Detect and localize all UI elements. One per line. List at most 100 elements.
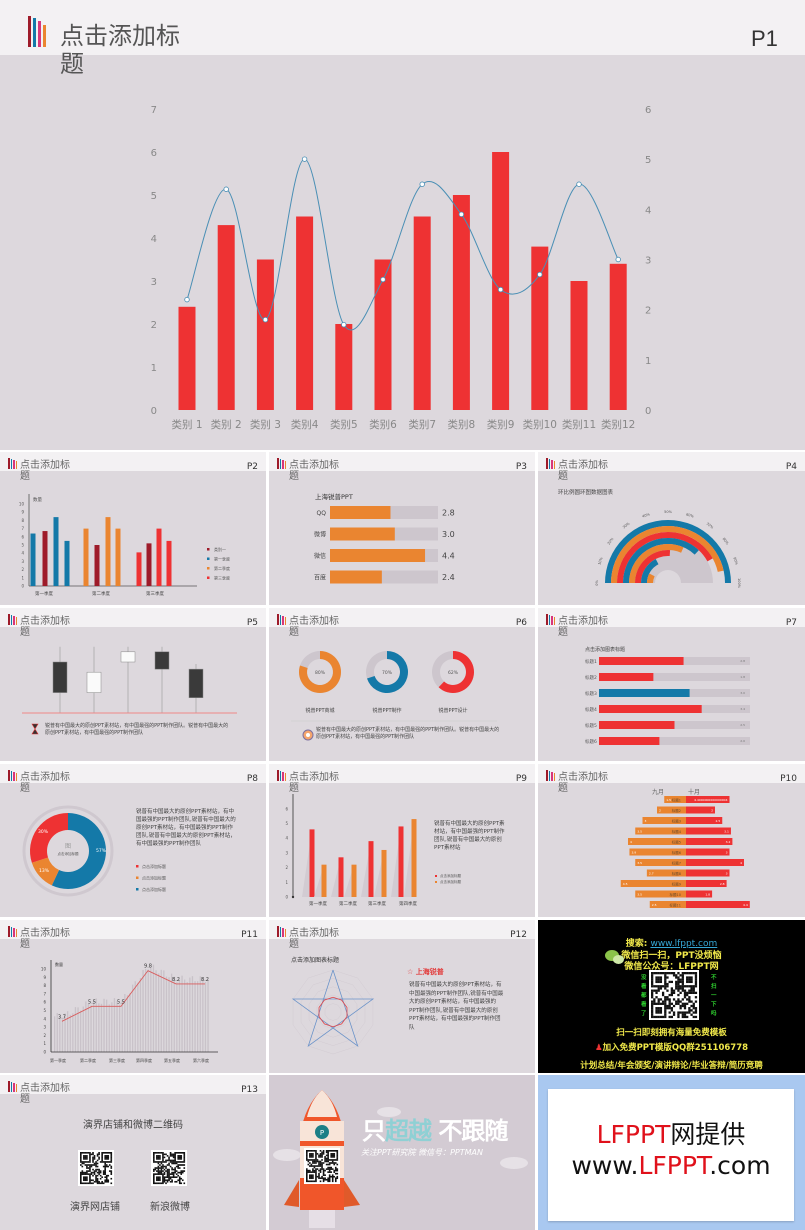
- qr-module: [153, 1173, 155, 1175]
- qr-module: [96, 1171, 99, 1174]
- slide-title[interactable]: 点击添加标题: [289, 616, 339, 638]
- rocket-promo-slide[interactable]: P 只超越 不跟随 关注PPT研究院 微信号：PPTMAN: [269, 1075, 535, 1230]
- qr-module: [657, 985, 660, 988]
- slide-title[interactable]: 点击添加标题: [289, 928, 339, 950]
- qr-module: [334, 1159, 337, 1161]
- qr-module: [313, 1180, 316, 1183]
- slide-header: 点击添加标题 P1: [0, 0, 805, 78]
- slide-title[interactable]: 点击添加标题: [20, 616, 70, 638]
- qr-module: [322, 1162, 325, 1164]
- qr-module: [694, 1015, 698, 1019]
- qr-module: [180, 1171, 183, 1174]
- slide-thumbnail-p10[interactable]: 九月 十月 1.5 4.4000000000000004 标题1 2 2 标题2 3 2.5 标题3…: [538, 764, 805, 917]
- qr-module: [165, 1165, 167, 1168]
- qr-module: [333, 1162, 336, 1164]
- qr-module: [664, 974, 667, 977]
- qr-module: [168, 1174, 170, 1177]
- qr-module: [110, 1182, 113, 1185]
- qr-module: [664, 980, 667, 984]
- outer-ring: [22, 805, 114, 897]
- y-tick-label: 3: [21, 559, 24, 564]
- qr-module: [160, 1167, 163, 1169]
- slide-title[interactable]: 点击添加标题: [20, 460, 70, 482]
- qr-module: [668, 1011, 671, 1014]
- qr-module: [87, 1170, 90, 1172]
- qr-module: [651, 1011, 654, 1014]
- slide-thumbnail-p5[interactable]: 点击添加标题 P5 锐普有中国最大的原创PPT素材站，有中国最强的PPT制作团队。…: [0, 608, 266, 761]
- qr-module: [313, 1166, 316, 1169]
- slide-title[interactable]: 点击添加标题: [558, 772, 608, 794]
- slide-thumbnail-p6[interactable]: 80% 锐普PPT商城 70% 锐普PPT制作 62% 锐普PPT设计 点击添加标题 P6 锐…: [269, 608, 535, 761]
- slide-title[interactable]: 点击添加标题: [289, 772, 339, 794]
- background-bar: [173, 976, 175, 1052]
- slide-title[interactable]: 点击添加标题: [558, 460, 608, 482]
- qr-module: [306, 1172, 308, 1175]
- qr-module: [169, 1161, 172, 1163]
- slide-thumbnail-p8[interactable]: 57% 13% 30% 图点击添加标题 点击添加标题 点击添加标题 点击添加标题 点击添加标题…: [0, 764, 266, 917]
- slide-thumbnail-p4[interactable]: 环比例圆环图数据图表 0% 10% 20% 30% 40% 50% 60% 70% 80% 90% 1…: [538, 452, 805, 605]
- qr-module: [178, 1180, 181, 1183]
- qr-module: [165, 1176, 167, 1179]
- qr-module: [157, 1162, 160, 1165]
- slide-title[interactable]: 点击添加标题: [60, 22, 180, 78]
- qr-module: [651, 1013, 654, 1016]
- qr-module: [336, 1163, 339, 1166]
- slide-thumbnail-p2[interactable]: 数量 0 1 2 3 4 5 6 7 8 9 10 第一季度 第二季度 第三季度 类别一 第一季度 第二季度 第三季…: [0, 452, 266, 605]
- slide-thumbnail-p7[interactable]: 点击添加图表标题 标题1 2.8 标题2 1.8 标题3 3.0 标题4 3.4 标题5 2.5 标题…: [538, 608, 805, 761]
- slide-thumbnail-p3[interactable]: 上海锐普PPT QQ 2.8 微博 3.0 微信 4.4 百度 2.4 点击添加标题 P3: [269, 452, 535, 605]
- qr-module: [675, 980, 678, 984]
- qr-module: [677, 998, 680, 1001]
- slide-thumbnail-p13[interactable]: 点击添加标题 P13 演界店铺和微博二维码 演界网店铺 新浪微博: [0, 1075, 266, 1230]
- background-bar: [189, 977, 191, 1052]
- slide-title[interactable]: 点击添加标题: [289, 460, 339, 482]
- slide-title[interactable]: 点击添加标题: [20, 1083, 70, 1105]
- qr-module: [80, 1156, 82, 1159]
- right-bar: [686, 827, 731, 835]
- qr-module: [657, 1000, 660, 1003]
- qr-module: [321, 1166, 323, 1169]
- qr-module: [653, 985, 656, 988]
- qr-module: [679, 991, 682, 995]
- qr-module: [327, 1171, 329, 1173]
- qr-module: [327, 1177, 329, 1180]
- slide-thumbnail-p11[interactable]: 数量 0 1 2 3 4 5 6 7 8 9 10 3.7 5.5 5.5 9.8 8.2 8.2 第一季度 第二季度…: [0, 920, 266, 1073]
- qr-module: [175, 1176, 178, 1179]
- y-tick-label: 1: [285, 880, 288, 885]
- qr-module: [655, 989, 658, 992]
- qr-module: [321, 1177, 323, 1180]
- lfppt-slide[interactable]: LFPPT网提供 www.LFPPT.com: [538, 1075, 805, 1230]
- promo-slide[interactable]: 搜索: www.lfppt.com 微信扫一扫，PPT没烦恼 微信公众号：LFP…: [538, 920, 805, 1073]
- qr-module: [322, 1172, 325, 1175]
- qr-module: [163, 1156, 166, 1159]
- qr-module: [331, 1159, 334, 1161]
- qr-module: [331, 1168, 334, 1170]
- qr-module: [659, 985, 663, 988]
- bar: [599, 673, 654, 681]
- website-line[interactable]: www.LFPPT.com: [571, 1151, 771, 1180]
- slide-thumbnail-p9[interactable]: 0 1 2 3 4 5 6 第一季度 第二季度 第三季度 第四季度 点击添加标题 点击添加标题 点击添加标…: [269, 764, 535, 917]
- qr-module: [677, 1002, 680, 1005]
- qr-module: [694, 982, 698, 986]
- category-label: 标题5: [672, 839, 681, 844]
- background-bar: [191, 976, 194, 1052]
- qr-module: [169, 1177, 172, 1180]
- slide-thumbnail-p12[interactable]: 点击添加图表标题 点击添加标题 P12 ☆ 上海锐普 锐普有中国最大的原创PPT素材…: [269, 920, 535, 1073]
- qr-module: [174, 1161, 176, 1163]
- slide-title[interactable]: 点击添加标题: [558, 616, 608, 638]
- qr-module: [672, 1011, 676, 1014]
- slide-title[interactable]: 点击添加标题: [20, 928, 70, 950]
- qr-module: [651, 1009, 654, 1012]
- value-label: 3.0: [442, 530, 455, 539]
- bar: [217, 225, 235, 410]
- qr-module: [309, 1171, 311, 1173]
- qr-module: [681, 982, 684, 986]
- qr-module: [324, 1177, 326, 1180]
- qr-module: [180, 1170, 183, 1172]
- qr-module: [336, 1150, 339, 1152]
- qr-module: [686, 980, 689, 984]
- qr-modules: [651, 972, 698, 1019]
- website-link[interactable]: www.lfppt.com: [650, 939, 718, 949]
- qr-module: [162, 1153, 164, 1156]
- slide-title[interactable]: 点击添加标题: [20, 772, 70, 794]
- qr-module: [105, 1165, 108, 1168]
